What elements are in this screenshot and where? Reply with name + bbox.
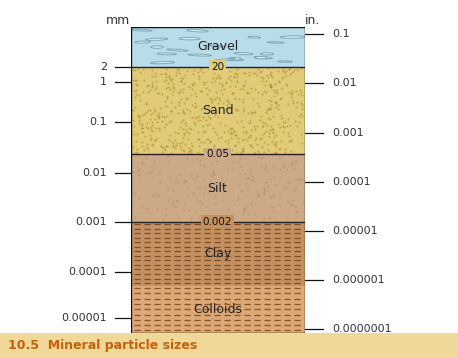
Text: 20: 20 [211,62,224,72]
Bar [131,67,305,154]
Ellipse shape [260,53,274,55]
Text: 10.5  Mineral particle sizes: 10.5 Mineral particle sizes [8,339,197,353]
Ellipse shape [255,57,267,59]
Text: 1: 1 [100,77,107,87]
Text: 0.000001: 0.000001 [332,275,385,285]
Ellipse shape [151,62,174,64]
Ellipse shape [278,61,293,62]
Text: 0.0001: 0.0001 [332,177,371,187]
Bar [131,286,305,333]
Ellipse shape [229,57,241,60]
Text: Colloids: Colloids [193,303,242,316]
Ellipse shape [179,38,200,40]
Ellipse shape [214,58,235,61]
Bar [131,27,305,67]
Bar [131,222,305,286]
Ellipse shape [146,38,168,40]
Ellipse shape [208,45,225,47]
Text: 0.001: 0.001 [76,217,107,227]
Text: Clay: Clay [204,247,231,260]
Ellipse shape [157,53,176,55]
Ellipse shape [188,54,212,56]
Text: Sand: Sand [202,104,234,117]
Text: 0.0001: 0.0001 [68,267,107,277]
Text: 2: 2 [100,62,107,72]
Ellipse shape [167,49,188,51]
Ellipse shape [267,42,284,43]
Ellipse shape [227,59,244,61]
Ellipse shape [135,41,150,43]
Text: 0.00001: 0.00001 [332,226,378,236]
Text: in.: in. [305,14,320,27]
Text: mm: mm [106,14,131,27]
Ellipse shape [187,30,208,32]
Text: Silt: Silt [207,182,228,195]
Text: 0.01: 0.01 [332,78,357,88]
Text: 0.1: 0.1 [89,117,107,127]
Text: 0.002: 0.002 [203,217,232,227]
Text: 0.0000001: 0.0000001 [332,324,392,334]
Text: 0.05: 0.05 [206,149,229,159]
Ellipse shape [129,29,152,31]
Text: 0.001: 0.001 [332,127,364,137]
Ellipse shape [248,36,261,38]
Text: 0.1: 0.1 [332,29,350,39]
Text: 0.00001: 0.00001 [61,313,107,323]
Ellipse shape [280,36,305,38]
Ellipse shape [234,53,253,55]
Ellipse shape [254,57,273,59]
Text: Gravel: Gravel [197,40,238,53]
Text: 0.01: 0.01 [82,168,107,178]
Ellipse shape [151,46,164,48]
Bar [131,154,305,222]
